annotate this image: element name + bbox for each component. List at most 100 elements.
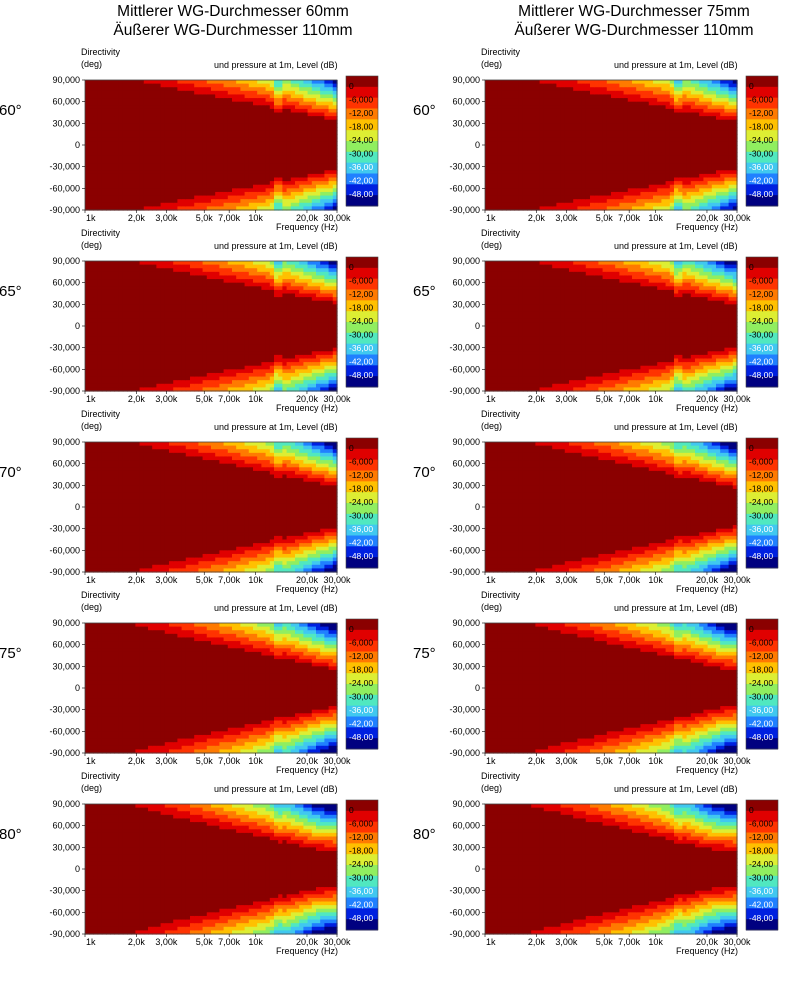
- heatmap-cell: [127, 91, 132, 95]
- heatmap-cell: [140, 261, 145, 265]
- heatmap-cell: [177, 87, 182, 91]
- heatmap-cell: [514, 185, 519, 189]
- heatmap-cell: [611, 138, 616, 142]
- heatmap-cell: [173, 116, 178, 120]
- heatmap-cell: [140, 272, 145, 276]
- heatmap-cell: [156, 131, 161, 135]
- heatmap-cell: [207, 102, 212, 106]
- heatmap-cell: [93, 174, 98, 178]
- heatmap-cell: [653, 188, 658, 192]
- heatmap-cell: [611, 174, 616, 178]
- heatmap-cell: [245, 174, 250, 178]
- heatmap-cell: [93, 163, 98, 167]
- heatmap-cell: [498, 134, 503, 138]
- heatmap-cell: [169, 98, 174, 102]
- y-tick-label: -30,000: [49, 162, 80, 172]
- heatmap-cell: [215, 91, 220, 95]
- heatmap-cell: [729, 149, 734, 153]
- heatmap-cell: [270, 203, 275, 207]
- heatmap-cell: [219, 113, 224, 117]
- heatmap-cell: [93, 105, 98, 109]
- heatmap-cell: [93, 196, 98, 200]
- heatmap-cell: [253, 181, 258, 185]
- heatmap-cell: [729, 102, 734, 106]
- heatmap-cell: [224, 123, 229, 127]
- heatmap-cell: [140, 167, 145, 171]
- heatmap-cell: [278, 91, 283, 95]
- heatmap-cell: [140, 87, 145, 91]
- heatmap-cell: [561, 170, 566, 174]
- heatmap-cell: [535, 102, 540, 106]
- heatmap-cell: [712, 94, 717, 98]
- heatmap-cell: [140, 315, 145, 319]
- heatmap-cell: [691, 141, 696, 145]
- heatmap-cell: [703, 141, 708, 145]
- heatmap-cell: [329, 188, 334, 192]
- heatmap-cell: [586, 134, 591, 138]
- heatmap-cell: [152, 192, 157, 196]
- heatmap-cell: [577, 98, 582, 102]
- heatmap-cell: [498, 178, 503, 182]
- heatmap-cell: [729, 192, 734, 196]
- heatmap-cell: [144, 330, 149, 334]
- heatmap-cell: [682, 174, 687, 178]
- heatmap-cell: [194, 109, 199, 113]
- heatmap-cell: [661, 167, 666, 171]
- heatmap-cell: [590, 102, 595, 106]
- heatmap-cell: [203, 84, 208, 88]
- heatmap-cell: [274, 131, 279, 135]
- heatmap-cell: [308, 127, 313, 131]
- heatmap-cell: [98, 322, 103, 326]
- heatmap-cell: [194, 178, 199, 182]
- heatmap-cell: [632, 80, 637, 84]
- heatmap-cell: [131, 109, 136, 113]
- heatmap-cell: [140, 384, 145, 388]
- heatmap-cell: [573, 123, 578, 127]
- heatmap-cell: [232, 105, 237, 109]
- heatmap-cell: [519, 109, 524, 113]
- heatmap-cell: [645, 152, 650, 156]
- heatmap-cell: [140, 156, 145, 160]
- heatmap-cell: [556, 134, 561, 138]
- heatmap-cell: [729, 145, 734, 149]
- heatmap-cell: [85, 294, 90, 298]
- heatmap-cell: [527, 134, 532, 138]
- heatmap-cell: [324, 196, 329, 200]
- heatmap-cell: [324, 159, 329, 163]
- heatmap-cell: [106, 268, 111, 272]
- heatmap-cell: [699, 138, 704, 142]
- heatmap-cell: [211, 199, 216, 203]
- heatmap-cell: [102, 192, 107, 196]
- heatmap-cell: [156, 159, 161, 163]
- heatmap-cell: [523, 185, 528, 189]
- heatmap-cell: [194, 138, 199, 142]
- heatmap-cell: [303, 105, 308, 109]
- heatmap-cell: [253, 178, 258, 182]
- heatmap-cell: [203, 91, 208, 95]
- heatmap-cell: [720, 123, 725, 127]
- heatmap-cell: [703, 174, 708, 178]
- heatmap-cell: [324, 94, 329, 98]
- heatmap-cell: [632, 188, 637, 192]
- heatmap-cell: [687, 123, 692, 127]
- heatmap-cell: [527, 120, 532, 124]
- heatmap-cell: [561, 149, 566, 153]
- heatmap-cell: [207, 185, 212, 189]
- heatmap-cell: [329, 94, 334, 98]
- heatmap-cell: [586, 178, 591, 182]
- heatmap-cell: [316, 152, 321, 156]
- heatmap-cell: [729, 116, 734, 120]
- heatmap-cell: [232, 170, 237, 174]
- heatmap-cell: [611, 98, 616, 102]
- heatmap-cell: [619, 170, 624, 174]
- heatmap-cell: [198, 109, 203, 113]
- heatmap-cell: [274, 116, 279, 120]
- heatmap-cell: [552, 185, 557, 189]
- heatmap-cell: [131, 366, 136, 370]
- heatmap-cell: [535, 156, 540, 160]
- heatmap-cell: [110, 120, 115, 124]
- heatmap-cell: [131, 286, 136, 290]
- heatmap-cell: [245, 94, 250, 98]
- heatmap-cell: [708, 181, 713, 185]
- heatmap-cell: [573, 116, 578, 120]
